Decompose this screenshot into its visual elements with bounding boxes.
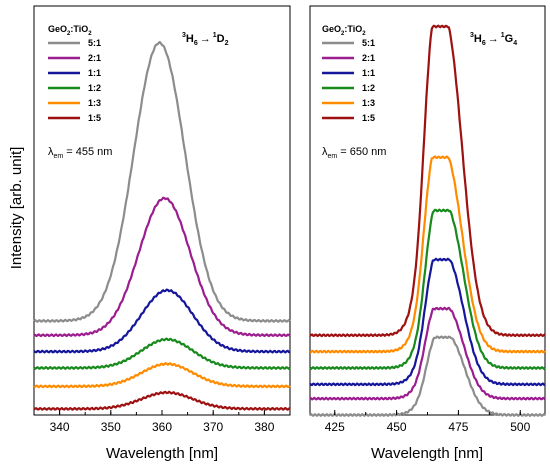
right-legend-label: 1:2 [362,83,375,93]
right-x-ticks: 425 450 475 500 [325,410,531,434]
left-plot-frame [33,5,291,416]
left-legend-label: 1:3 [88,98,101,108]
left-lambda-em-label: λem = 455 nm [48,146,112,160]
right-legend-title: GeO2:TiO2 [322,24,366,37]
right-series-lines [309,24,546,417]
right-legend-label: 5:1 [362,38,375,48]
left-legend-label: 1:5 [88,113,101,123]
right-legend-label: 1:5 [362,113,375,123]
left-x-tick-label: 350 [101,420,121,434]
left-series-lines [33,40,291,411]
right-panel: 425 450 475 500 Wavelength [nm] GeO2:TiO2 5… [309,5,546,462]
right-x-tick-label: 475 [448,420,468,434]
right-x-tick-label: 500 [510,420,530,434]
right-transition-label: 3H6 → 1G4 [470,32,517,47]
right-legend-label: 1:3 [362,98,375,108]
left-series-line-1-5 [33,390,291,411]
left-panel: 340 350 360 370 380 Wavelength [nm] GeO2:TiO… [33,5,291,462]
y-axis-title: Intensity [arb. unit] [8,147,25,270]
left-transition-label: 3H6 → 1D2 [182,32,229,47]
left-series-line-2-1 [33,196,291,338]
left-legend-label: 1:2 [88,83,101,93]
left-legend-label: 2:1 [88,53,101,63]
right-lambda-em-label: λem = 650 nm [322,146,386,160]
left-series-line-5-1 [33,40,291,323]
left-x-tick-label: 360 [152,420,172,434]
left-x-tick-label: 380 [254,420,274,434]
left-x-axis-title: Wavelength [nm] [106,445,218,462]
left-legend-label: 1:1 [88,68,101,78]
right-x-axis-title: Wavelength [nm] [371,445,483,462]
left-legend: 5:1 2:1 1:1 1:2 1:3 1:5 [48,38,101,123]
left-legend-label: 5:1 [88,38,101,48]
left-series-line-1-2 [33,337,291,370]
left-series-line-1-3 [33,362,291,389]
right-legend-label: 1:1 [362,68,375,78]
left-x-tick-label: 340 [50,420,70,434]
right-series-line-1-1 [309,257,546,387]
left-legend-title: GeO2:TiO2 [48,24,92,37]
right-series-line-2-1 [309,306,546,401]
right-legend: 5:1 2:1 1:1 1:2 1:3 1:5 [322,38,375,123]
right-series-line-1-2 [309,208,546,370]
left-x-tick-label: 370 [203,420,223,434]
right-series-line-1-3 [309,155,546,354]
left-x-ticks: 340 350 360 370 380 [33,410,291,434]
right-legend-label: 2:1 [362,53,375,63]
left-series-line-1-1 [33,288,291,354]
right-series-line-5-1 [309,335,546,417]
right-x-tick-label: 425 [325,420,345,434]
right-series-line-1-5 [309,24,546,338]
right-x-tick-label: 450 [387,420,407,434]
